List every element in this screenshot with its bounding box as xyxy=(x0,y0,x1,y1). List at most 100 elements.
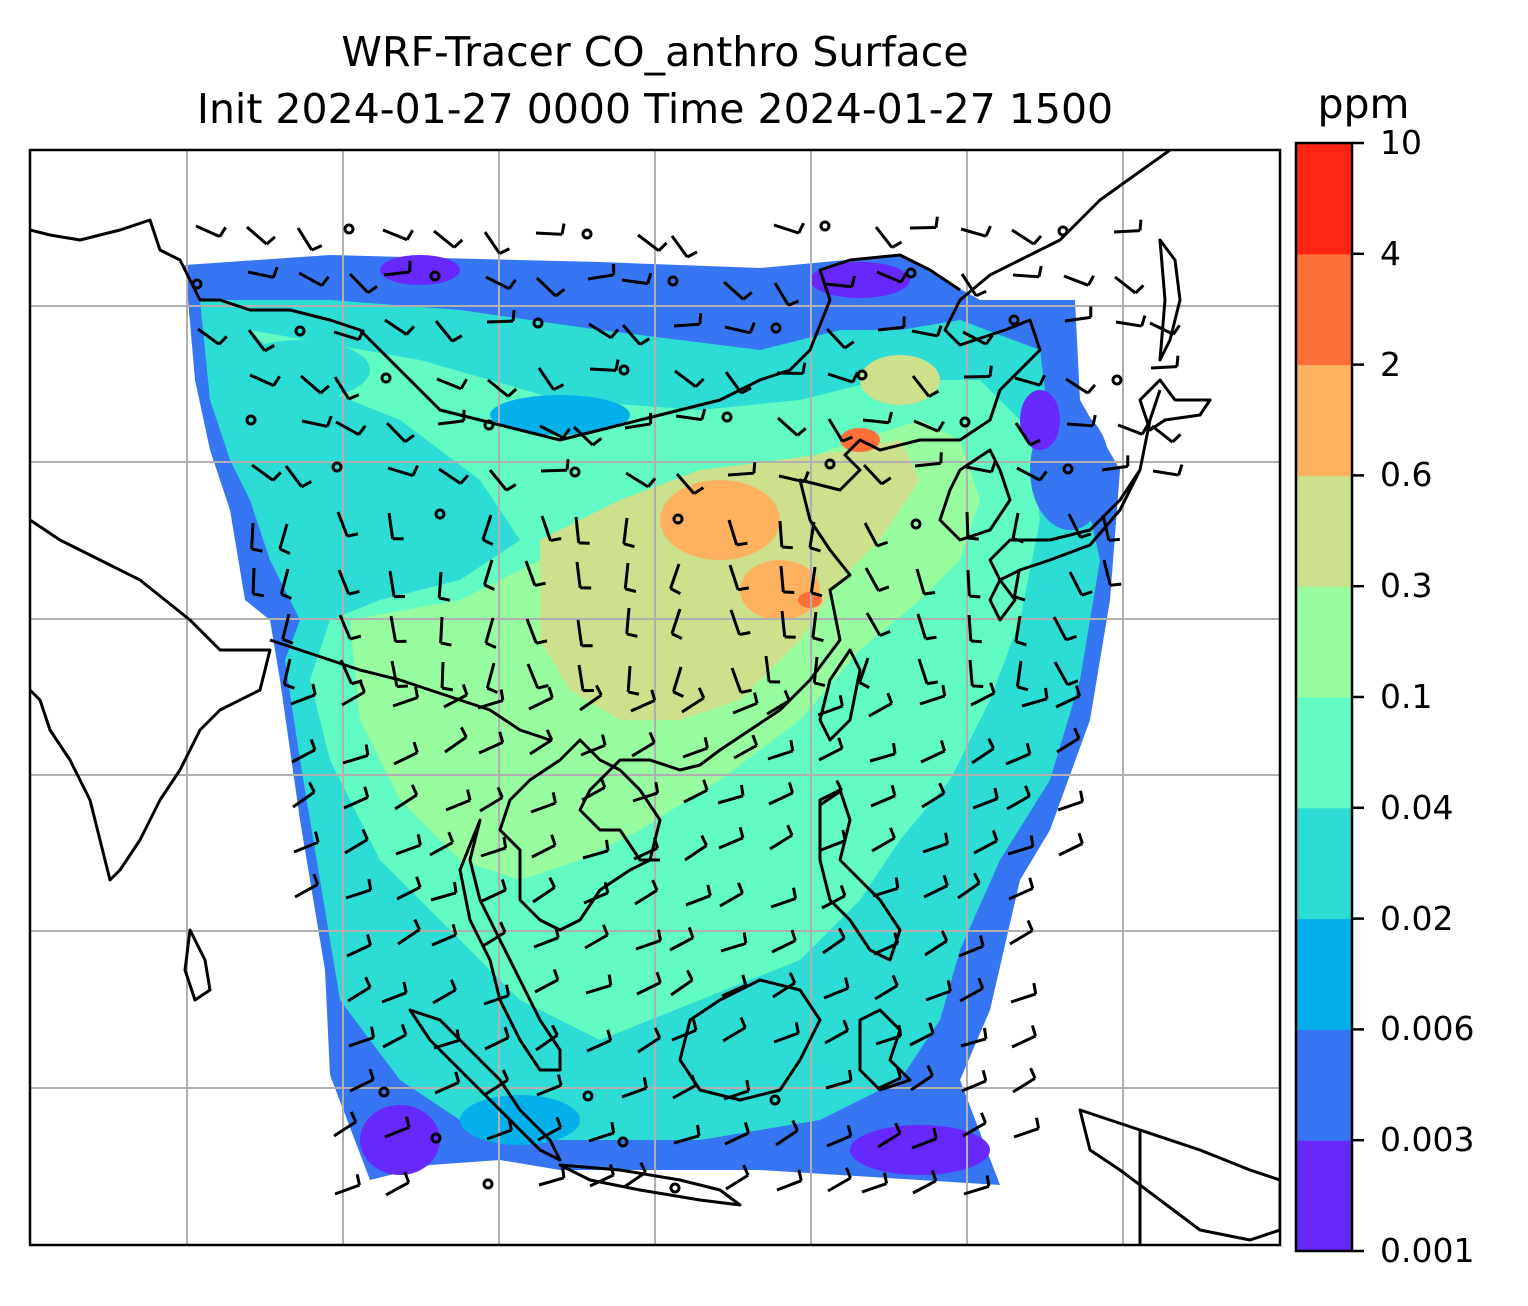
wind-barb xyxy=(776,1169,803,1192)
wind-barb xyxy=(484,1026,510,1051)
coastline-japan-honshu xyxy=(988,389,1162,582)
wind-barb xyxy=(965,511,980,541)
wind-barb xyxy=(630,689,657,713)
wind-barb xyxy=(1011,228,1043,246)
wind-barb xyxy=(877,1122,902,1149)
wind-barb xyxy=(588,322,620,340)
wind-barb xyxy=(249,373,281,387)
field-patch xyxy=(490,395,630,435)
wind-barb xyxy=(915,568,936,596)
coastline-java xyxy=(558,1163,742,1207)
wind-barb xyxy=(529,729,554,756)
map-frame xyxy=(28,148,1282,1247)
wind-barb xyxy=(440,661,454,692)
wind-barb xyxy=(671,1019,698,1042)
wind-barb xyxy=(636,971,662,996)
wind-barb xyxy=(681,687,706,714)
wind-barb xyxy=(1021,687,1049,708)
wind-barb xyxy=(397,918,421,946)
wind-barb xyxy=(1056,727,1081,754)
wind-barb xyxy=(637,1027,662,1054)
colorbar-tick-label: 0.04 xyxy=(1380,787,1454,827)
wind-barb xyxy=(1063,274,1095,287)
wind-barb xyxy=(579,684,603,712)
wind-barb xyxy=(1013,570,1026,602)
wind-barb xyxy=(583,881,610,905)
wind-barb xyxy=(780,610,796,639)
colorbar-tick-label: 0.3 xyxy=(1380,566,1433,606)
wind-barb xyxy=(675,408,707,422)
colorbar-tick-label: 0.006 xyxy=(1380,1009,1475,1049)
wind-barb xyxy=(721,974,748,998)
wind-barb-calm xyxy=(331,461,343,473)
wind-barb xyxy=(445,789,472,812)
colorbar-segment xyxy=(1296,143,1352,255)
wind-barb xyxy=(722,280,753,301)
chart-title-line2: Init 2024-01-27 0000 Time 2024-01-27 150… xyxy=(196,85,1114,133)
wind-barb xyxy=(778,471,810,484)
wind-barb xyxy=(1005,742,1032,766)
wind-barb xyxy=(961,1069,988,1093)
wind-barb xyxy=(443,683,469,709)
wind-barb xyxy=(540,458,570,473)
wind-barb xyxy=(727,519,748,547)
wind-barb xyxy=(921,782,946,809)
wind-barb xyxy=(637,233,668,252)
wind-barb xyxy=(914,452,943,468)
wind-barb xyxy=(345,878,373,900)
wind-barb xyxy=(575,561,592,590)
wind-barb xyxy=(1149,321,1181,336)
wind-barb xyxy=(822,927,846,955)
wind-barb-calm xyxy=(824,458,836,470)
wind-barb xyxy=(1012,265,1043,279)
wind-barb xyxy=(876,1067,902,1091)
wind-barb xyxy=(625,607,638,638)
field-band xyxy=(540,440,920,720)
wind-barb xyxy=(1058,832,1084,857)
wind-barb xyxy=(247,329,276,353)
colorbar-segment xyxy=(1296,1140,1352,1252)
wind-barb xyxy=(960,1027,988,1048)
wind-barb xyxy=(1014,374,1046,387)
wind-barb xyxy=(1101,514,1120,542)
wind-barb xyxy=(767,739,795,761)
wind-barb xyxy=(387,465,419,478)
wind-barb xyxy=(195,224,227,238)
wind-barb xyxy=(960,273,987,298)
wind-barb xyxy=(488,469,517,492)
wind-barb xyxy=(298,271,330,287)
wind-barb-calm xyxy=(856,369,868,381)
wind-barb xyxy=(1066,414,1097,428)
wind-barb xyxy=(621,272,653,286)
wind-barb xyxy=(395,834,422,856)
wind-barb xyxy=(1151,424,1182,444)
wind-barb xyxy=(483,984,511,1006)
field-patch xyxy=(380,255,460,285)
wind-barb xyxy=(251,567,265,598)
wind-barb xyxy=(773,222,805,235)
wind-barb xyxy=(384,1116,411,1139)
wind-barb xyxy=(535,1024,559,1052)
wind-barb xyxy=(675,473,705,495)
wind-barb xyxy=(530,792,557,814)
wind-barb xyxy=(962,1112,987,1138)
wind-barb-calm xyxy=(819,220,831,232)
wind-barb xyxy=(300,374,330,395)
wind-barb xyxy=(862,411,894,425)
wind-barb xyxy=(294,873,320,899)
wind-barb xyxy=(963,1175,991,1196)
wind-barb-calm xyxy=(482,1178,494,1190)
wind-barb xyxy=(873,932,900,956)
wind-barb xyxy=(623,562,637,594)
wind-barb xyxy=(811,611,824,643)
wind-barb xyxy=(772,972,797,999)
wind-barb xyxy=(525,618,548,645)
coastline-taiwan xyxy=(818,648,862,742)
wind-barb xyxy=(635,929,663,951)
colorbar-tick-label: 2 xyxy=(1380,344,1401,384)
wind-barb xyxy=(684,834,708,862)
wind-barb xyxy=(724,371,752,395)
wind-barb-calm xyxy=(672,513,684,525)
wind-barb xyxy=(776,416,807,437)
wind-barb xyxy=(389,615,407,644)
